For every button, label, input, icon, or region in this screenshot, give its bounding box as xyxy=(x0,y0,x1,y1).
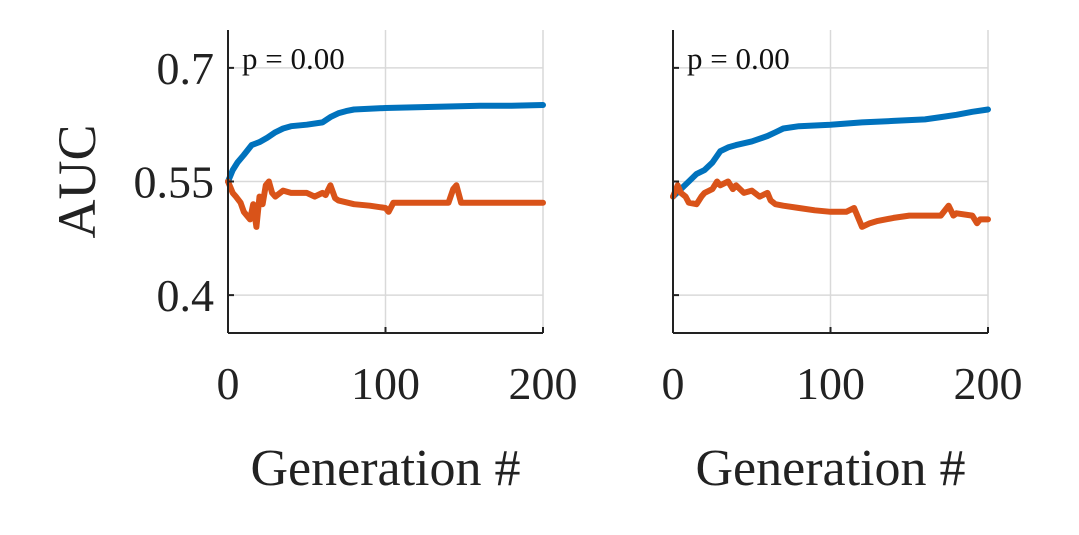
series-line-2 xyxy=(225,178,546,230)
x-tick-label: 200 xyxy=(509,358,578,409)
x-tick-label: 100 xyxy=(796,358,865,409)
series-line-1 xyxy=(225,102,546,185)
p-value-annotation: p = 0.00 xyxy=(687,41,790,76)
x-tick-label: 100 xyxy=(351,358,420,409)
x-tick-label: 0 xyxy=(662,358,685,409)
y-tick-label: 0.7 xyxy=(157,43,215,94)
x-tick-label: 200 xyxy=(954,358,1023,409)
series-line-1 xyxy=(670,106,991,200)
y-tick-label: 0.4 xyxy=(157,270,215,321)
x-tick-label: 0 xyxy=(217,358,240,409)
x-axis-label: Generation # xyxy=(250,440,520,497)
chart-panel-left: 0 100 200 0.4 0.55 0.7 Generation # AUC p = 0.00 xyxy=(47,30,578,497)
chart-panel-right: 0 100 200 Generation # p = 0.00 xyxy=(662,30,1023,497)
y-tick-label: 0.55 xyxy=(134,157,215,208)
x-axis-label: Generation # xyxy=(695,440,965,497)
series-line-2 xyxy=(670,178,991,230)
y-axis-label: AUC xyxy=(47,124,107,238)
p-value-annotation: p = 0.00 xyxy=(242,41,345,76)
